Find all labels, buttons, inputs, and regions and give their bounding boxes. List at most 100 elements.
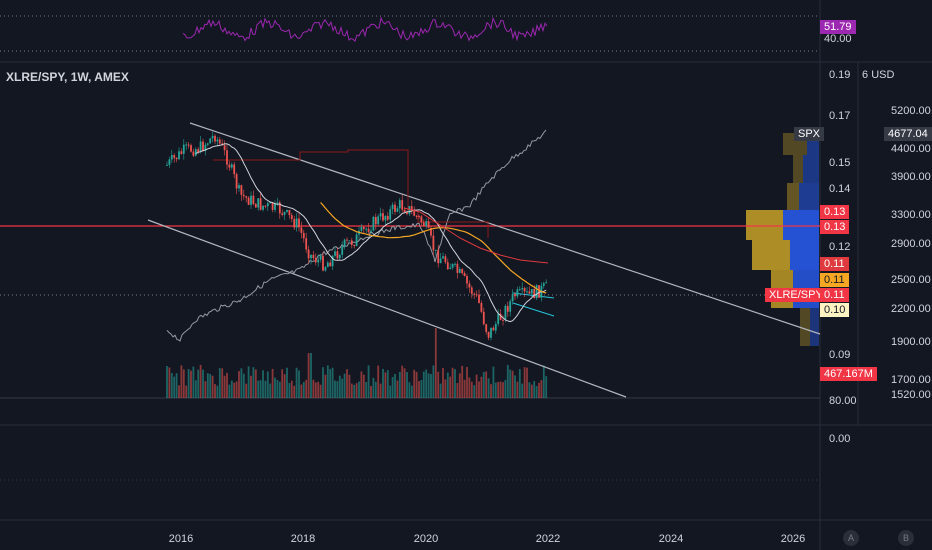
- price-candles[interactable]: [166, 131, 548, 341]
- volume-bar: [343, 373, 346, 398]
- candle-body: [182, 144, 185, 154]
- candle-body: [533, 289, 536, 299]
- volume-bar: [228, 384, 231, 398]
- candle-body: [197, 149, 200, 153]
- candle-body: [288, 209, 291, 216]
- volume-bar: [389, 385, 392, 398]
- candle-body: [326, 262, 329, 268]
- candle-body: [379, 213, 382, 217]
- volume-bar: [286, 367, 288, 398]
- candle-body: [252, 195, 255, 204]
- candle-body: [262, 205, 264, 210]
- symbol-label[interactable]: XLRE/SPY, 1W, AMEX: [6, 70, 129, 84]
- candle-body: [259, 198, 262, 210]
- candle-body: [353, 244, 356, 247]
- spx-name-tag: SPX: [794, 127, 825, 141]
- candle-body: [382, 213, 384, 221]
- candle-body: [478, 294, 480, 303]
- ma-red-line[interactable]: [403, 207, 549, 264]
- candle-body: [264, 205, 267, 207]
- candle-body: [266, 203, 269, 207]
- channel-upper-line[interactable]: [189, 122, 821, 335]
- volume-bar: [492, 366, 495, 398]
- volume-bar: [434, 328, 437, 398]
- candle-body: [391, 204, 394, 210]
- volume-bar: [355, 383, 358, 398]
- spx-axis-label: 1700.00: [891, 374, 931, 386]
- volume-bar: [302, 382, 305, 398]
- candle-body: [250, 195, 252, 205]
- wedge-lower-line[interactable]: [512, 302, 555, 317]
- volume-bar: [418, 381, 420, 398]
- candle-body: [384, 215, 387, 221]
- volume-bar: [271, 368, 274, 398]
- volume-bar: [530, 384, 533, 398]
- scale-b-button[interactable]: B: [898, 530, 914, 546]
- symbol-name-tag: XLRE/SPY: [765, 288, 827, 302]
- candle-body: [386, 215, 389, 220]
- volume-bar: [348, 374, 351, 398]
- candle-body: [528, 291, 531, 294]
- candle-body: [166, 164, 168, 166]
- candle-body: [523, 288, 526, 292]
- vp-bar-2b: [803, 155, 819, 183]
- volume-bar: [226, 372, 228, 398]
- channel-lower-line[interactable]: [147, 219, 627, 398]
- volume-bar: [242, 373, 245, 398]
- ma-short-line[interactable]: [195, 143, 547, 323]
- volume-bar: [353, 384, 356, 398]
- rsi-line[interactable]: [182, 16, 548, 43]
- candle-body: [187, 144, 190, 146]
- candle-body: [317, 259, 320, 263]
- candle-body: [420, 216, 423, 223]
- volume-bar: [497, 381, 500, 398]
- volume-bar: [408, 382, 411, 398]
- volume-bar: [490, 384, 492, 398]
- volume-bar: [202, 369, 204, 398]
- volume-bar: [214, 384, 216, 398]
- volume-bar: [240, 368, 243, 398]
- candle-body: [180, 151, 183, 154]
- vp-bar-7: [800, 308, 810, 346]
- candle-body: [480, 302, 483, 312]
- volume-bar: [338, 375, 341, 398]
- volume-bar: [283, 374, 286, 398]
- candle-body: [466, 275, 468, 284]
- volume-bar: [264, 380, 267, 398]
- price-axis-spx[interactable]: 5200.00 4400.00 3900.00 3300.00 2900.00 2500.…: [891, 105, 931, 401]
- volume-bar: [377, 365, 380, 398]
- candle-body: [206, 143, 209, 145]
- candle-body: [449, 267, 452, 270]
- candle-body: [394, 204, 396, 212]
- volume-bar: [542, 365, 545, 398]
- candle-body: [247, 197, 250, 205]
- currency-label[interactable]: 6 USD: [862, 69, 894, 81]
- candle-body: [410, 206, 413, 210]
- candle-body: [434, 249, 437, 251]
- volume-bar: [278, 381, 281, 398]
- volume-bar: [300, 384, 303, 398]
- volume-bar: [209, 373, 212, 398]
- volume-bar: [252, 367, 255, 398]
- ma-orange-line[interactable]: [320, 202, 547, 294]
- volume-bar: [545, 376, 548, 398]
- volume-bar: [403, 368, 406, 398]
- ratio-axis-label: 0.12: [829, 241, 850, 253]
- candle-body: [346, 239, 348, 241]
- candle-body: [492, 327, 495, 331]
- volume-bar: [166, 366, 168, 398]
- candle-body: [439, 258, 442, 264]
- volume-bar: [281, 369, 284, 398]
- volume-bar: [514, 375, 516, 398]
- volume-bar: [331, 367, 334, 398]
- volume-bar: [293, 385, 296, 398]
- volume-bar: [230, 380, 233, 398]
- volume-bar: [485, 371, 488, 398]
- volume-bar: [463, 379, 466, 398]
- candle-body: [362, 227, 365, 230]
- spx-axis-label: 2500.00: [891, 274, 931, 286]
- time-axis[interactable]: 2016 2018 2020 2022 2024 2026: [169, 533, 805, 545]
- price-axis-ratio[interactable]: 0.19 0.17 0.15 0.14 0.12 0.09 80.00 0.00: [829, 69, 857, 445]
- auto-scale-button[interactable]: A: [843, 530, 859, 546]
